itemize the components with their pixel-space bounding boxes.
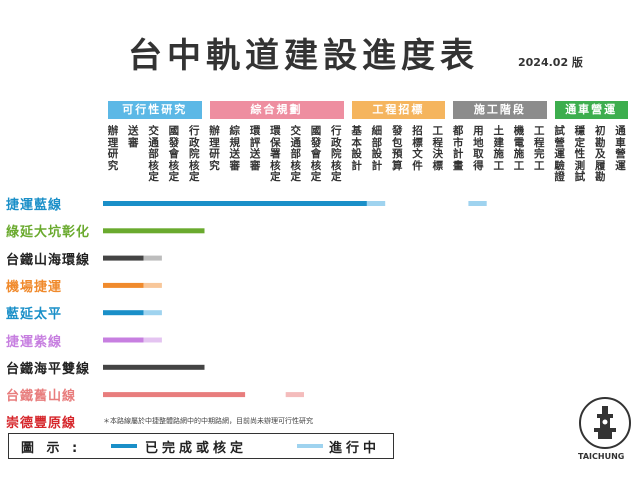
step-label-9: 環保署核定	[270, 125, 281, 183]
line-name-7: 台鐵海平雙線	[6, 361, 91, 377]
step-label-14: 細部設計	[371, 125, 383, 172]
step-label-16: 招標文件	[412, 125, 423, 172]
phase-header-2: 綜合規劃	[209, 101, 344, 119]
step-label-23: 試營運驗證	[554, 125, 565, 183]
step-label-13: 基本設計	[351, 125, 362, 172]
bar-done-3-1	[103, 255, 144, 261]
line-name-1: 捷運藍線	[6, 198, 63, 213]
bar-progress-6-1	[143, 337, 162, 343]
step-label-17: 工程決標	[432, 125, 444, 172]
line-name-8: 台鐵舊山線	[6, 389, 77, 405]
legend-done-label: 已完成或核定	[145, 441, 248, 456]
step-label-3: 交通部核定	[148, 125, 159, 183]
phase-header-4: 施工階段	[453, 101, 547, 119]
bar-done-5-1	[103, 310, 144, 316]
bar-done-4-1	[103, 282, 144, 288]
step-label-21: 機電施工	[513, 125, 525, 172]
bar-progress-8-1	[285, 392, 304, 398]
version-date: 2024.02 版	[518, 56, 583, 69]
step-label-11: 國發會核定	[310, 125, 322, 183]
step-label-15: 發包預算	[391, 125, 403, 172]
line-name-4: 機場捷運	[6, 279, 63, 295]
step-label-1: 辦理研究	[107, 125, 119, 172]
legend-title: 圖 示 :	[21, 441, 82, 456]
step-label-18: 都市計畫	[452, 125, 464, 172]
page-title: 台中軌道建設進度表	[128, 36, 479, 76]
line-name-6: 捷運紫線	[6, 334, 63, 350]
line-name-9: 崇德豐原線	[6, 416, 77, 432]
step-label-4: 國發會核定	[168, 125, 180, 183]
phase-header-1: 可行性研究	[108, 101, 202, 119]
step-label-7: 綜規送審	[229, 125, 241, 172]
logo-text: TAICHUNG	[578, 452, 625, 461]
line-name-5: 藍延太平	[6, 307, 63, 323]
bar-progress-4-1	[143, 282, 162, 288]
step-label-8: 環評送審	[249, 125, 261, 172]
phase-header-5: 通車營運	[554, 101, 628, 119]
bar-done-6-1	[103, 337, 144, 343]
line-name-2: 綠延大坑彰化	[6, 225, 91, 241]
line-name-3: 台鐵山海環線	[6, 252, 91, 268]
step-label-20: 土建施工	[493, 125, 504, 172]
bar-progress-1-1	[366, 201, 386, 206]
step-label-25: 初勘及履勘	[594, 125, 606, 183]
step-label-12: 行政院核定	[331, 125, 342, 183]
step-label-24: 穩定性測試	[574, 125, 586, 183]
bar-done-8-1	[103, 392, 246, 398]
taichung-logo-icon	[579, 397, 631, 449]
legend-done-swatch	[111, 444, 137, 448]
bar-progress-3-1	[143, 255, 162, 261]
bar-done-2-1	[103, 228, 205, 234]
bar-progress-1-2	[468, 201, 487, 206]
step-label-6: 辦理研究	[209, 125, 220, 172]
step-label-19: 用地取得	[473, 125, 484, 172]
legend-progress-swatch	[297, 444, 323, 448]
legend-progress-label: 進行中	[329, 441, 381, 456]
step-label-22: 工程完工	[534, 125, 545, 172]
legend: 圖 示 : 已完成或核定 進行中	[8, 433, 394, 459]
step-label-10: 交通部核定	[290, 125, 301, 183]
step-label-2: 送審	[128, 125, 139, 149]
step-label-5: 行政院核定	[188, 125, 200, 183]
footnote: ＊本路線屬於中捷整體路網中的中期路網，目前尚未辦理可行性研究	[103, 417, 313, 425]
bar-done-1-1	[103, 201, 367, 206]
bar-done-7-1	[103, 364, 205, 370]
bar-progress-5-1	[143, 310, 162, 316]
step-label-26: 通車營運	[615, 125, 626, 172]
phase-header-3: 工程招標	[351, 101, 446, 119]
